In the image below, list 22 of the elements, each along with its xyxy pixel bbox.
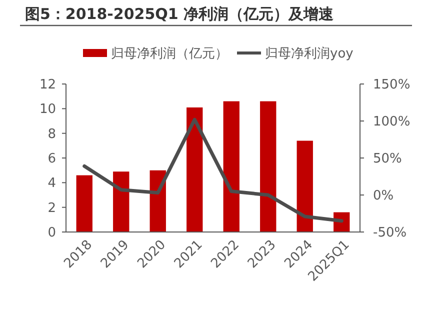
legend-label: 归母净利润（亿元） — [111, 46, 228, 62]
bar — [260, 101, 276, 232]
y-tick-label: 0 — [48, 226, 56, 241]
y-tick-label: 10 — [39, 102, 56, 118]
line-series — [82, 118, 344, 223]
y-tick-label: 2 — [48, 200, 56, 216]
y-tick-label: 12 — [39, 78, 56, 93]
bar — [296, 140, 313, 232]
y2-tick-label: 100% — [373, 114, 410, 130]
bar — [113, 172, 130, 232]
y2-tick-label: 150% — [373, 78, 410, 93]
y-tick-label: 8 — [48, 126, 56, 142]
y2-tick-label: 0% — [373, 188, 394, 204]
legend-label: 归母净利润yoy — [265, 46, 354, 62]
y2-tick-label: -50% — [373, 226, 407, 241]
y2-tick-label: 50% — [373, 152, 402, 167]
y-tick-label: 4 — [48, 176, 56, 192]
bar — [223, 101, 240, 232]
bar — [76, 175, 92, 232]
chart-title: 图5：2018-2025Q1 净利润（亿元）及增速 — [25, 5, 335, 23]
y-tick-label: 6 — [48, 152, 56, 167]
bar — [186, 107, 203, 232]
